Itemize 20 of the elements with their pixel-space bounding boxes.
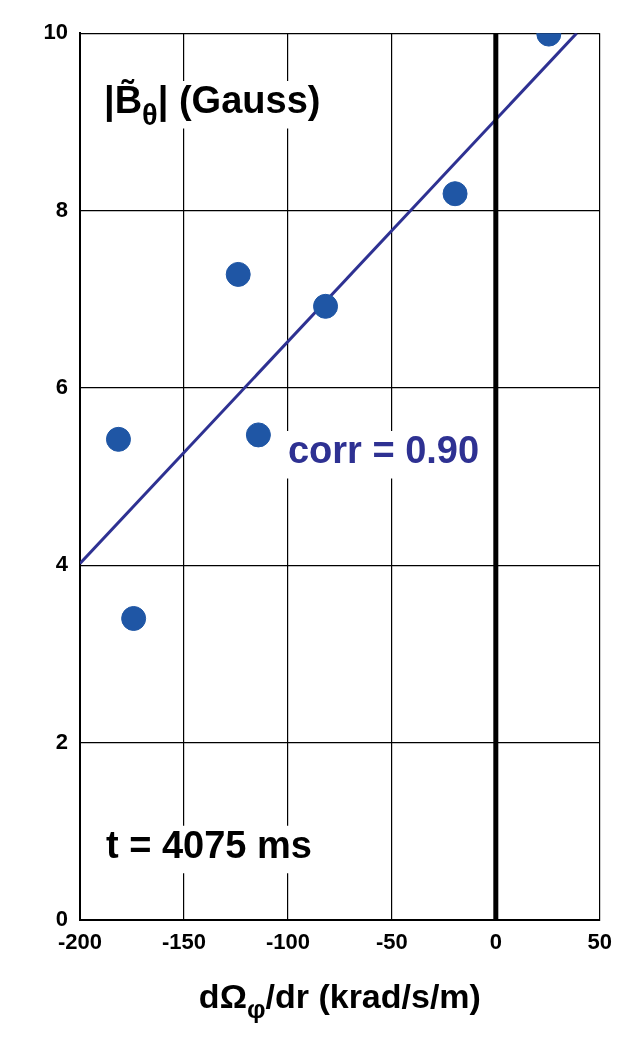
annotation: corr = 0.90 [287, 429, 480, 472]
annotation: t = 4075 ms [106, 824, 312, 866]
x-tick-label: -200 [57, 929, 103, 955]
x-tick-label: -100 [265, 929, 310, 955]
x-tick-label: 50 [587, 929, 613, 955]
x-tick-label: 0 [489, 929, 502, 955]
y-tick-label: 6 [55, 373, 68, 399]
y-tick-label: 10 [43, 19, 68, 45]
y-tick-label: 4 [55, 551, 69, 577]
y-tick-label: 8 [55, 196, 68, 222]
point [121, 605, 147, 631]
x-tick-label: -50 [375, 929, 408, 955]
point [105, 426, 131, 452]
x-tick-label: -150 [161, 929, 206, 955]
y-tick-label: 0 [55, 906, 68, 932]
point [225, 261, 251, 287]
point [442, 181, 468, 207]
point [245, 422, 271, 448]
point [313, 293, 339, 319]
y-tick-label: 2 [55, 728, 68, 754]
